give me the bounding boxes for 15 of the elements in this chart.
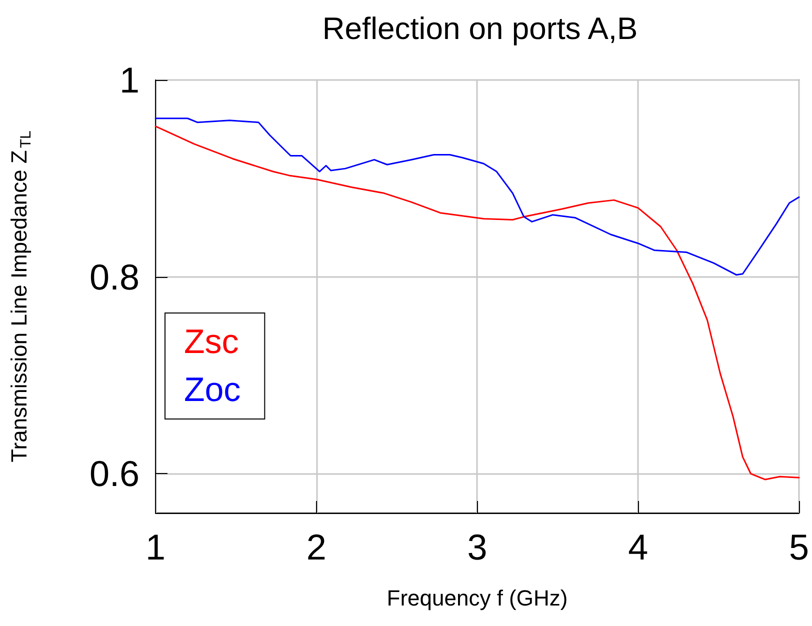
text: Zoc <box>184 371 241 409</box>
line-series <box>154 118 800 276</box>
x-tick-label: 4 <box>628 526 648 568</box>
y-tick-label: 1 <box>119 60 140 100</box>
x-tick-label: 2 <box>306 526 326 568</box>
line-series <box>154 126 800 480</box>
y-tick-label: 0.6 <box>89 453 140 494</box>
y-tick-label: 0.8 <box>89 256 140 298</box>
x-tick-label: 1 <box>145 526 166 568</box>
x-tick-label: 3 <box>467 526 488 568</box>
text: Zsc <box>184 323 239 361</box>
x-tick-label: 5 <box>788 526 810 568</box>
chart-title: Reflection on ports A,B <box>322 11 638 46</box>
x-axis-title: Frequency f (GHz) <box>386 586 568 610</box>
y-axis-title: Transmission Line Impedance ZTL <box>6 130 34 462</box>
